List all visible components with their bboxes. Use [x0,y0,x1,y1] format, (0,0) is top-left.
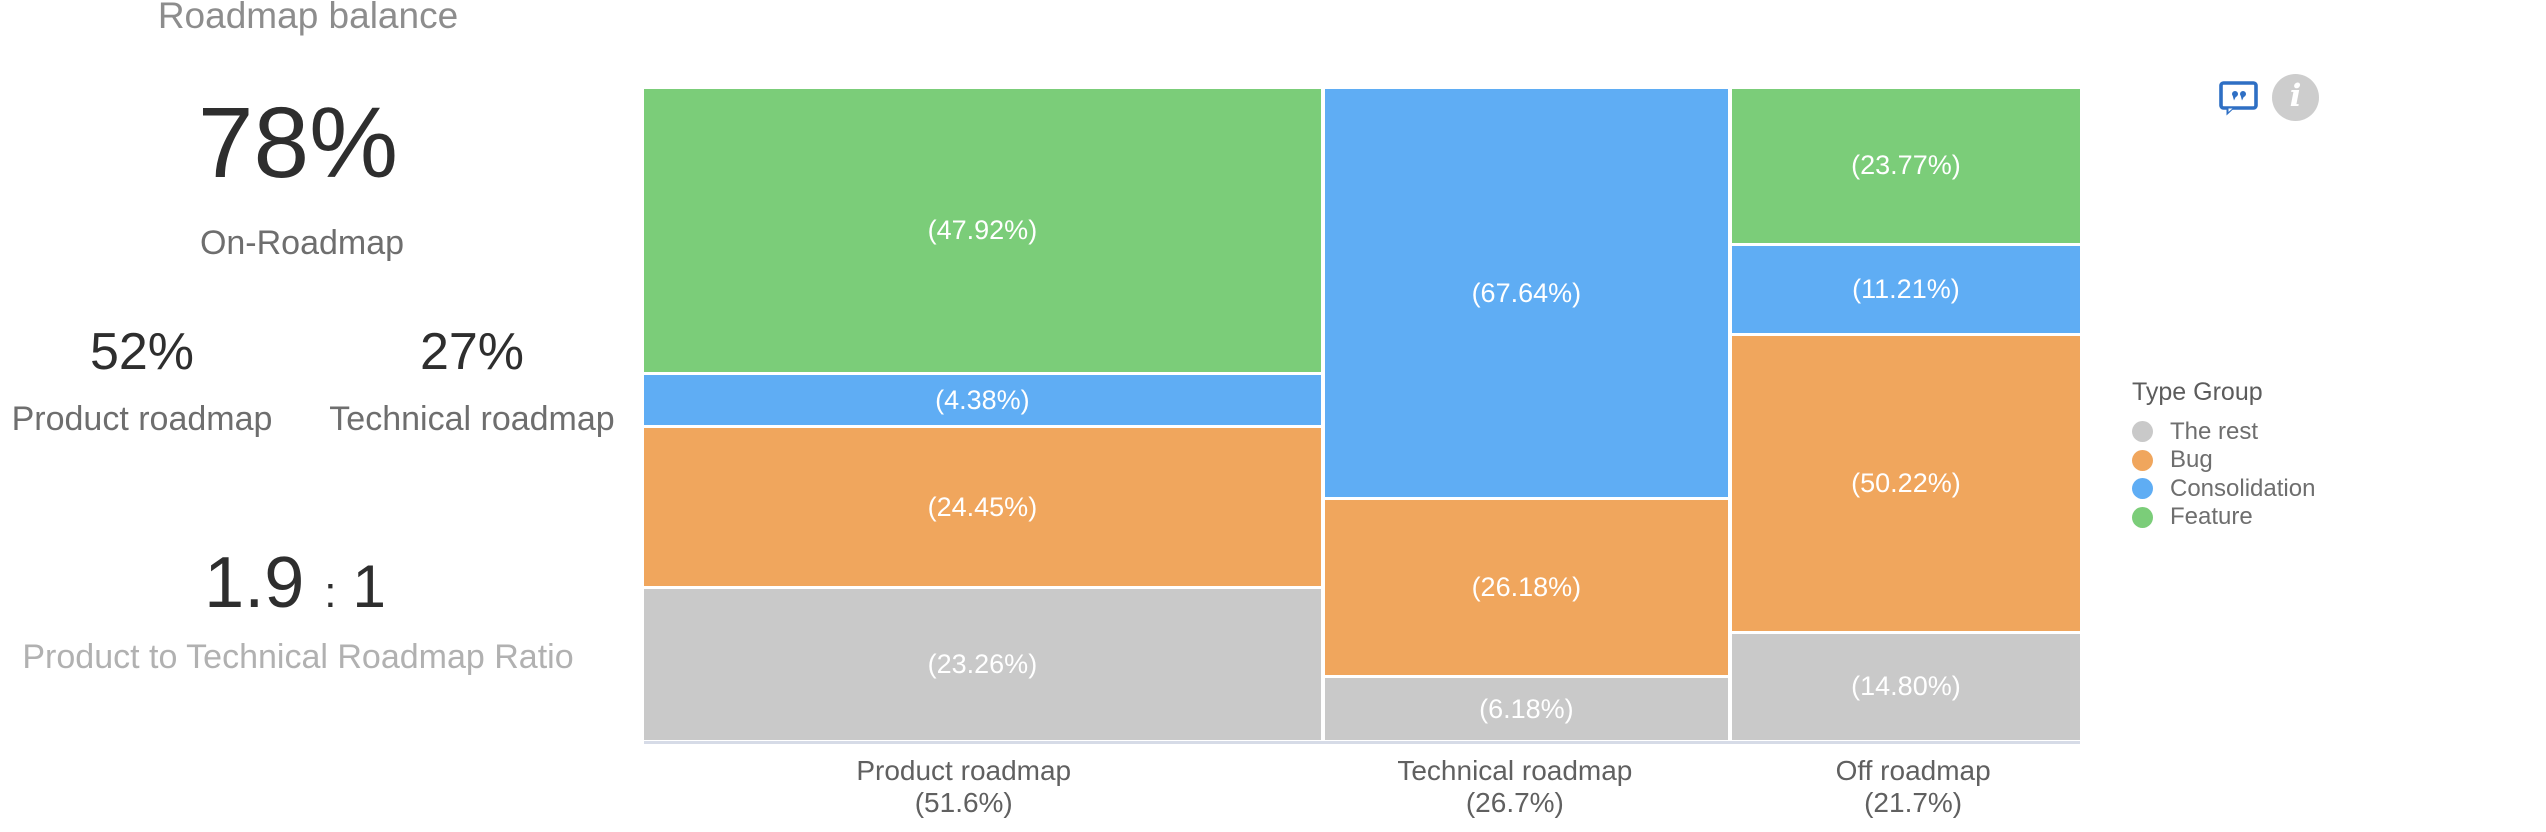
segment-value-label: (6.18%) [1479,693,1574,724]
category-name: Product roadmap [856,755,1072,786]
x-axis-label-technical-roadmap: Technical roadmap (26.7%) [1287,755,1742,819]
segment-off-consolidation[interactable]: (11.21%) [1731,245,2080,333]
legend: Type Group The rest Bug Consolidation Fe… [2132,378,2316,531]
category-name: Off roadmap [1835,755,1991,786]
column-off-roadmap: (23.77%) (11.21%) (50.22%) (14.80%) [1731,89,2080,740]
x-axis-label-off-roadmap: Off roadmap (21.7%) [1746,755,2080,819]
segment-value-label: (26.18%) [1471,572,1582,603]
kpi-on-roadmap-value: 78% [197,87,399,199]
segment-value-label: (23.26%) [927,648,1038,679]
segment-value-label: (14.80%) [1851,671,1961,702]
legend-item-label: The rest [2170,417,2259,445]
legend-item-bug[interactable]: Bug [2132,446,2315,474]
plot-area: (47.92%) (4.38%) (24.45%) (23.26%) (67.6… [644,89,2080,741]
segment-value-label: (24.45%) [927,491,1038,522]
legend-item-label: Feature [2170,503,2253,531]
segment-value-label: (50.22%) [1851,467,1961,498]
kpi-technical-roadmap-label: Technical roadmap [329,400,615,438]
legend-item-consolidation[interactable]: Consolidation [2132,474,2316,502]
x-axis-label-product-roadmap: Product roadmap (51.6%) [644,755,1283,819]
legend-items: The rest Bug Consolidation Feature [2132,417,2316,531]
segment-off-feature[interactable]: (23.77%) [1731,89,2080,243]
category-share: (51.6%) [914,787,1013,818]
segment-value-label: (4.38%) [935,384,1030,415]
segment-technical-consolidation[interactable]: (67.64%) [1324,89,1728,498]
legend-item-the-rest[interactable]: The rest [2132,417,2315,445]
ratio-left-number: 1.9 [204,543,305,623]
segment-value-label: (11.21%) [1852,273,1960,304]
kpi-product-roadmap-label: Product roadmap [11,400,273,438]
segment-technical-the-rest[interactable]: (6.18%) [1324,678,1728,740]
ratio-separator: : [324,568,337,617]
page-title: Roadmap balance [157,0,459,36]
x-axis-labels: Product roadmap (51.6%) Technical roadma… [644,755,2080,819]
kpi-technical-roadmap-value: 27% [419,323,525,381]
legend-dot-the-rest-icon [2132,421,2153,443]
segment-product-bug[interactable]: (24.45%) [644,428,1321,586]
segment-value-label: (67.64%) [1471,277,1582,308]
kpi-product-roadmap-value: 52% [89,323,195,381]
legend-item-label: Consolidation [2170,474,2316,502]
column-technical-roadmap: (67.64%) (26.18%) (6.18%) [1324,89,1728,740]
x-axis-line [644,741,2080,744]
segment-value-label: (23.77%) [1851,150,1961,181]
kpi-ratio-value: 1.9:1 [204,547,386,619]
legend-dot-consolidation-icon [2132,478,2153,500]
segment-value-label: (47.92%) [927,214,1038,245]
legend-item-label: Bug [2170,446,2213,474]
legend-item-feature[interactable]: Feature [2132,503,2315,531]
category-share: (21.7%) [1864,787,1963,818]
category-name: Technical roadmap [1397,755,1633,786]
segment-product-the-rest[interactable]: (23.26%) [644,588,1321,741]
category-share: (26.7%) [1465,787,1564,818]
comment-button[interactable] [2219,81,2258,118]
info-icon: i [2289,78,2302,114]
marimekko-chart: (47.92%) (4.38%) (24.45%) (23.26%) (67.6… [644,89,2080,819]
segment-technical-bug[interactable]: (26.18%) [1324,500,1728,676]
legend-dot-bug-icon [2132,449,2153,471]
info-button[interactable]: i [2272,74,2319,121]
segment-product-feature[interactable]: (47.92%) [644,89,1321,372]
ratio-right-number: 1 [352,553,386,620]
comment-bubble-icon [2219,81,2258,116]
segment-off-the-rest[interactable]: (14.80%) [1731,633,2080,740]
kpi-on-roadmap-label: On-Roadmap [199,224,405,262]
kpi-ratio-label: Product to Technical Roadmap Ratio [22,638,574,676]
legend-dot-feature-icon [2132,506,2153,528]
segment-off-bug[interactable]: (50.22%) [1731,335,2080,631]
legend-title: Type Group [2132,378,2263,406]
column-product-roadmap: (47.92%) (4.38%) (24.45%) (23.26%) [644,89,1321,741]
segment-product-consolidation[interactable]: (4.38%) [644,374,1321,426]
